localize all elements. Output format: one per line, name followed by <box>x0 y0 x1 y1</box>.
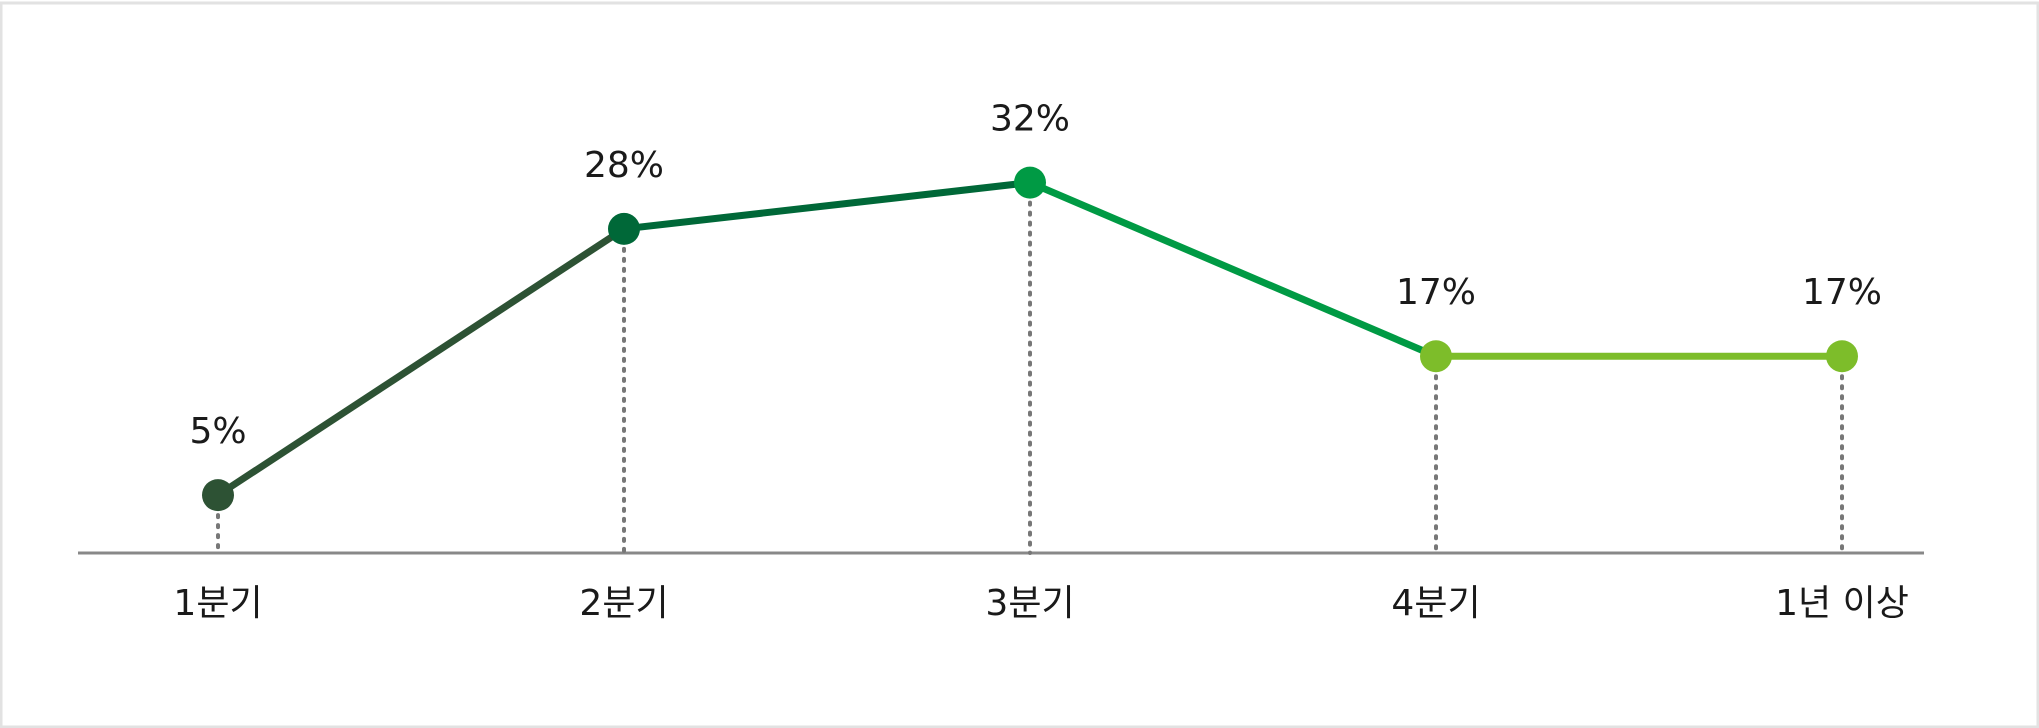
value-label: 17% <box>1802 272 1882 313</box>
point <box>1014 166 1046 199</box>
value-label: 32% <box>990 99 1070 140</box>
x-tick-label: 1분기 <box>173 583 262 624</box>
x-tick-label: 2분기 <box>579 583 668 624</box>
x-tick-label: 4분기 <box>1391 583 1480 624</box>
x-tick-label: 3분기 <box>985 583 1074 624</box>
line-segment <box>620 179 1034 233</box>
line-segment <box>1026 179 1440 360</box>
value-label: 17% <box>1396 272 1476 313</box>
line-segment <box>214 225 628 499</box>
value-label: 5% <box>189 411 246 452</box>
value-label: 28% <box>584 145 664 186</box>
x-tick-label: 1년 이상 <box>1775 583 1909 624</box>
point <box>1826 340 1858 373</box>
point <box>1420 340 1452 373</box>
point <box>202 479 234 512</box>
point <box>608 212 640 245</box>
